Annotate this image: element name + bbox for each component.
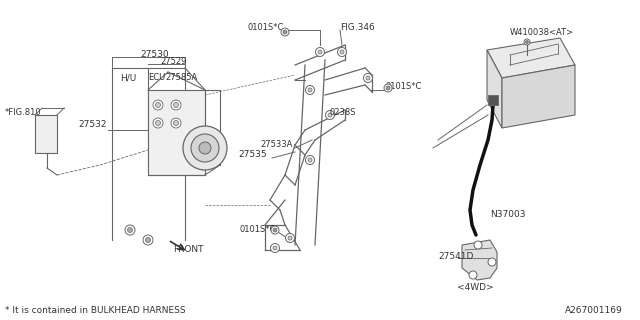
Circle shape <box>271 244 280 252</box>
Polygon shape <box>487 50 502 128</box>
Circle shape <box>366 76 370 80</box>
Circle shape <box>199 142 211 154</box>
Text: 27585A: 27585A <box>165 73 197 82</box>
Circle shape <box>125 225 135 235</box>
Text: FIG.346: FIG.346 <box>340 23 375 32</box>
Circle shape <box>171 118 181 128</box>
Circle shape <box>156 102 161 108</box>
Circle shape <box>153 118 163 128</box>
Text: 27529: 27529 <box>160 57 186 66</box>
Circle shape <box>337 47 346 57</box>
Circle shape <box>156 121 161 125</box>
Text: <4WD>: <4WD> <box>457 283 493 292</box>
Circle shape <box>273 228 277 232</box>
Circle shape <box>364 74 372 83</box>
Polygon shape <box>462 240 497 280</box>
Text: 0101S*C: 0101S*C <box>248 23 284 32</box>
Text: ECU: ECU <box>148 73 165 82</box>
Circle shape <box>171 100 181 110</box>
Text: 27530: 27530 <box>140 50 168 59</box>
Circle shape <box>173 102 179 108</box>
Circle shape <box>488 258 496 266</box>
Text: * It is contained in BULKHEAD HARNESS: * It is contained in BULKHEAD HARNESS <box>5 306 186 315</box>
Circle shape <box>143 235 153 245</box>
Bar <box>35 115 57 153</box>
Bar <box>148 90 205 175</box>
Text: N37003: N37003 <box>490 210 525 219</box>
Text: A267001169: A267001169 <box>565 306 623 315</box>
Text: FRONT: FRONT <box>173 245 204 254</box>
Circle shape <box>285 234 294 243</box>
Polygon shape <box>502 65 575 128</box>
Circle shape <box>386 86 390 90</box>
Circle shape <box>273 246 277 250</box>
Circle shape <box>305 156 314 164</box>
Text: 0101S*C: 0101S*C <box>240 225 276 234</box>
Circle shape <box>191 134 219 162</box>
Text: 27533A: 27533A <box>260 140 292 149</box>
Text: 0101S*C: 0101S*C <box>385 82 421 91</box>
Circle shape <box>326 110 335 119</box>
Circle shape <box>316 47 324 57</box>
Circle shape <box>145 237 150 243</box>
Text: W410038<AT>: W410038<AT> <box>510 28 574 37</box>
Text: 27532: 27532 <box>78 120 106 129</box>
Text: 0238S: 0238S <box>330 108 356 117</box>
Circle shape <box>288 236 292 240</box>
Circle shape <box>153 100 163 110</box>
Text: H/U: H/U <box>120 73 136 82</box>
Circle shape <box>308 158 312 162</box>
Circle shape <box>474 241 482 249</box>
Circle shape <box>271 226 279 234</box>
Circle shape <box>305 85 314 94</box>
Text: 27541D: 27541D <box>438 252 474 261</box>
Circle shape <box>173 121 179 125</box>
Text: *FIG.810: *FIG.810 <box>5 108 42 117</box>
Circle shape <box>283 30 287 34</box>
Text: 27535: 27535 <box>238 150 267 159</box>
Circle shape <box>340 50 344 54</box>
Circle shape <box>318 50 322 54</box>
Circle shape <box>308 88 312 92</box>
Circle shape <box>384 84 392 92</box>
Circle shape <box>524 39 530 45</box>
Circle shape <box>281 28 289 36</box>
Polygon shape <box>487 38 575 78</box>
Circle shape <box>127 228 132 233</box>
Circle shape <box>525 41 529 44</box>
Circle shape <box>183 126 227 170</box>
Circle shape <box>469 271 477 279</box>
Bar <box>488 95 498 105</box>
Circle shape <box>328 113 332 117</box>
